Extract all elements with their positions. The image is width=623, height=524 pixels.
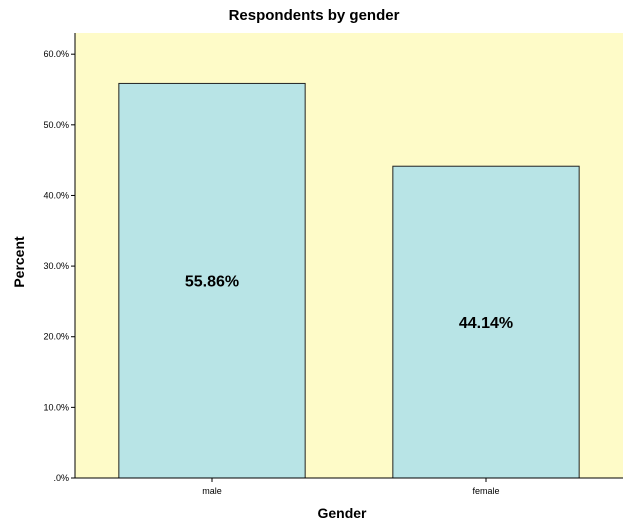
y-tick-label: 30.0% bbox=[43, 261, 69, 271]
bars-group: 55.86% 44.14% bbox=[118, 82, 580, 479]
y-tick-label: 60.0% bbox=[43, 49, 69, 59]
bar-female bbox=[392, 165, 580, 479]
x-axis-categories: male female bbox=[202, 478, 500, 496]
data-label-male: 55.86% bbox=[185, 274, 239, 291]
x-axis-title: Gender bbox=[317, 505, 367, 521]
chart-title: Respondents by gender bbox=[229, 7, 400, 24]
bar-male bbox=[118, 82, 306, 479]
y-tick-label: .0% bbox=[53, 473, 69, 483]
y-tick-label: 50.0% bbox=[43, 120, 69, 130]
category-label-male: male bbox=[202, 486, 222, 496]
category-label-female: female bbox=[472, 486, 499, 496]
y-axis-title: Percent bbox=[11, 236, 27, 288]
y-axis-ticks: .0% 10.0% 20.0% 30.0% 40.0% 50.0% 60.0% bbox=[43, 49, 75, 483]
y-tick-label: 10.0% bbox=[43, 402, 69, 412]
y-tick-label: 20.0% bbox=[43, 332, 69, 342]
data-label-female: 44.14% bbox=[459, 315, 513, 332]
y-tick-label: 40.0% bbox=[43, 190, 69, 200]
